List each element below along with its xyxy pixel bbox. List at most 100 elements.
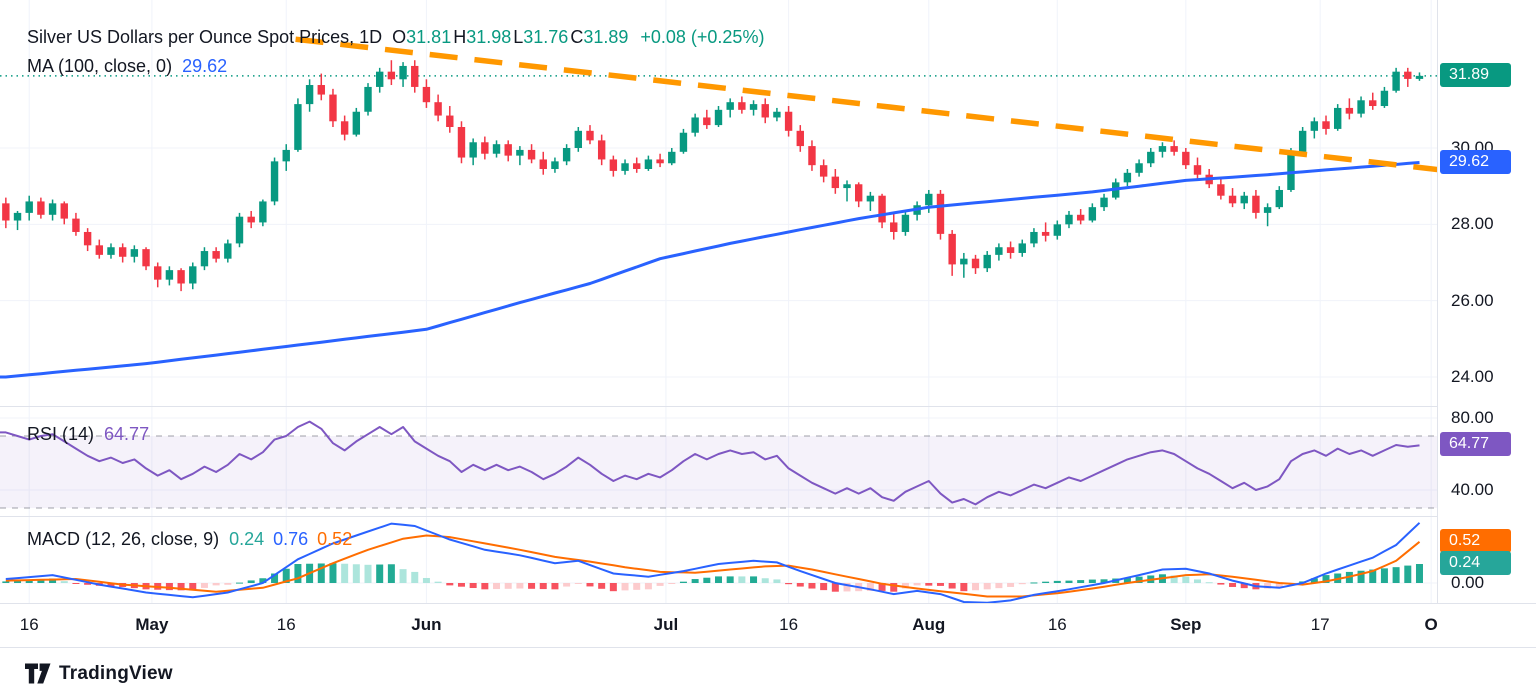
histogram-bar bbox=[633, 583, 641, 590]
candle bbox=[1345, 98, 1354, 120]
price-axis-label: 26.00 bbox=[1451, 290, 1494, 310]
trendline[interactable] bbox=[295, 36, 1437, 173]
histogram-bar bbox=[866, 583, 874, 591]
macd-value: 0.76 bbox=[273, 529, 309, 549]
candle bbox=[819, 159, 828, 183]
candle bbox=[352, 107, 361, 137]
candle bbox=[890, 212, 898, 240]
symbol-title[interactable]: Silver US Dollars per Ounce Spot Prices,… bbox=[27, 27, 383, 47]
histogram-bar bbox=[469, 583, 477, 589]
histogram-bar bbox=[1264, 583, 1272, 589]
candle bbox=[165, 266, 174, 286]
histogram-bar bbox=[691, 579, 699, 583]
histogram-bar bbox=[586, 583, 594, 587]
price-axis-label: 24.00 bbox=[1451, 367, 1494, 386]
candlestick-series bbox=[2, 60, 1424, 292]
candle bbox=[399, 62, 407, 87]
histogram-bar bbox=[1135, 576, 1143, 583]
histogram-bar bbox=[551, 583, 559, 590]
histogram-bar bbox=[1123, 577, 1131, 583]
histogram-bar bbox=[901, 583, 909, 589]
candle bbox=[691, 113, 699, 137]
candle bbox=[761, 98, 769, 124]
rsi-indicator-label[interactable]: RSI (14) bbox=[27, 424, 95, 444]
candle bbox=[971, 254, 980, 274]
time-axis-label: 16 bbox=[276, 615, 296, 634]
histogram-bar bbox=[1275, 583, 1283, 588]
histogram-bar bbox=[165, 583, 173, 591]
candle bbox=[189, 262, 197, 290]
legend: Silver US Dollars per Ounce Spot Prices,… bbox=[27, 26, 764, 84]
candle bbox=[609, 155, 618, 177]
candle bbox=[375, 67, 384, 93]
candle bbox=[469, 138, 477, 166]
candle bbox=[1228, 188, 1237, 208]
histogram-bar bbox=[224, 583, 232, 585]
price-axis-label: 28.00 bbox=[1451, 214, 1494, 234]
ohlc-values: O31.81 H31.98 L31.76 C31.89 bbox=[392, 26, 630, 48]
histogram-bar bbox=[925, 583, 933, 586]
histogram-bar bbox=[1007, 583, 1015, 587]
candle bbox=[434, 94, 442, 122]
histogram-bar bbox=[820, 583, 828, 591]
candle bbox=[1240, 191, 1248, 210]
time-axis[interactable]: 16 May 16 Jun Jul 16 Aug 16 Sep 17 O bbox=[0, 603, 1536, 648]
histogram-bar bbox=[726, 576, 734, 583]
histogram-bar bbox=[539, 583, 547, 590]
rsi-value: 64.77 bbox=[104, 424, 150, 444]
candle bbox=[1287, 148, 1295, 192]
candle bbox=[481, 136, 489, 160]
candle bbox=[936, 189, 945, 240]
candle bbox=[142, 247, 150, 271]
candle bbox=[118, 243, 127, 263]
histogram-bar bbox=[411, 571, 419, 583]
candle bbox=[1275, 186, 1283, 210]
candle bbox=[387, 60, 396, 86]
histogram-bar bbox=[434, 581, 442, 583]
candle bbox=[597, 134, 606, 166]
histogram-bar bbox=[1053, 580, 1061, 583]
candle bbox=[504, 140, 512, 162]
candle bbox=[259, 199, 267, 227]
price-badge: 29.62 bbox=[1440, 149, 1511, 174]
candle bbox=[235, 212, 244, 248]
histogram-bar bbox=[446, 583, 454, 586]
candle bbox=[1252, 189, 1260, 219]
candle bbox=[1333, 104, 1342, 131]
histogram-bar bbox=[936, 583, 944, 586]
histogram-bar bbox=[399, 569, 407, 583]
candle bbox=[960, 252, 968, 278]
chart-plot-area[interactable] bbox=[0, 0, 1437, 648]
candle bbox=[1135, 159, 1143, 177]
histogram-bar bbox=[750, 576, 758, 583]
histogram-bar bbox=[1205, 582, 1213, 584]
candle bbox=[644, 155, 653, 171]
candle bbox=[831, 168, 840, 194]
histogram-bar bbox=[84, 583, 92, 585]
rsi-pane bbox=[0, 417, 1437, 509]
candle bbox=[212, 247, 220, 263]
candle bbox=[878, 193, 886, 229]
histogram-bar bbox=[177, 583, 185, 591]
ma-value: 29.62 bbox=[182, 56, 228, 76]
price-axis[interactable]: 30.00 28.00 26.00 24.00 80.00 40.00 0.00 31.89 2… bbox=[1438, 0, 1536, 648]
histogram-bar bbox=[609, 583, 617, 592]
histogram-bar bbox=[960, 583, 968, 592]
price-axis-border bbox=[1437, 0, 1438, 648]
candle bbox=[586, 125, 594, 145]
histogram-bar bbox=[1100, 579, 1108, 583]
macd-indicator-label[interactable]: MACD (12, 26, close, 9) bbox=[27, 529, 220, 549]
histogram-bar bbox=[1310, 578, 1318, 583]
histogram-bar bbox=[995, 583, 1003, 589]
candle bbox=[995, 243, 1003, 261]
candle bbox=[340, 115, 349, 141]
ma-indicator-label[interactable]: MA (100, close, 0) bbox=[27, 56, 173, 76]
histogram-bar bbox=[1170, 575, 1178, 583]
histogram-bar bbox=[14, 580, 22, 583]
candle bbox=[1392, 67, 1400, 93]
tradingview-branding[interactable]: TradingView bbox=[25, 648, 173, 699]
histogram-bar bbox=[1404, 565, 1412, 583]
ohlc-pair: L31.76 bbox=[513, 27, 569, 47]
histogram-bar bbox=[1182, 576, 1190, 583]
time-axis-label: 16 bbox=[19, 615, 39, 634]
